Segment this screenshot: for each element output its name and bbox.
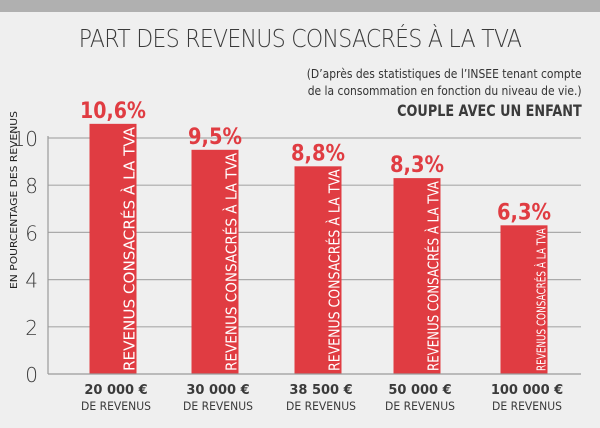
bar bbox=[393, 178, 441, 374]
bar-value-label: 9,5% bbox=[188, 125, 242, 150]
x-tick-label: 20 000 € bbox=[84, 383, 147, 398]
bar-value-label: 6,3% bbox=[497, 200, 551, 225]
y-tick-label: 10 bbox=[13, 127, 38, 151]
bar bbox=[500, 225, 548, 374]
bar-inner-label: REVENUS CONSACRÉS À LA TVA bbox=[120, 126, 139, 371]
x-tick-sublabel: DE REVENUS bbox=[385, 399, 455, 413]
bar-value-label: 8,8% bbox=[291, 141, 345, 166]
y-tick-label: 0 bbox=[25, 363, 38, 387]
chart-category-label: COUPLE AVEC UN ENFANT bbox=[397, 101, 582, 120]
y-tick-label: 6 bbox=[25, 221, 38, 245]
bar bbox=[294, 166, 342, 374]
bar-inner-label: REVENUS CONSACRÉS À LA TVA bbox=[222, 152, 241, 371]
y-tick-label: 2 bbox=[25, 316, 38, 340]
y-tick-label: 8 bbox=[25, 174, 38, 198]
top-band bbox=[0, 0, 600, 12]
y-axis-label: EN POURCENTAGE DES REVENUS bbox=[9, 111, 20, 289]
x-tick-sublabel: DE REVENUS bbox=[286, 399, 356, 413]
subtitle-line-2: de la consommation en fonction du niveau… bbox=[308, 83, 582, 98]
bar bbox=[89, 123, 137, 374]
x-tick-label: 50 000 € bbox=[388, 383, 451, 398]
chart-title: PART DES REVENUS CONSACRÉS À LA TVA bbox=[78, 24, 522, 53]
x-tick-label: 30 000 € bbox=[186, 383, 249, 398]
bar-inner-label: REVENUS CONSACRÉS À LA TVA bbox=[424, 181, 443, 371]
y-tick-label: 4 bbox=[25, 269, 38, 293]
bar-inner-label: REVENUS CONSACRÉS À LA TVA bbox=[325, 169, 344, 371]
x-tick-sublabel: DE REVENUS bbox=[81, 399, 151, 413]
x-tick-label: 38 500 € bbox=[289, 383, 352, 398]
bar bbox=[191, 149, 239, 374]
x-tick-label: 100 000 € bbox=[491, 383, 563, 398]
x-tick-sublabel: DE REVENUS bbox=[183, 399, 253, 413]
subtitle-line-1: (D’après des statistiques de l’INSEE ten… bbox=[307, 66, 582, 81]
bar-value-label: 8,3% bbox=[390, 153, 444, 178]
x-tick-sublabel: DE REVENUS bbox=[492, 399, 562, 413]
bar-inner-label: REVENUS CONSACRÉS À LA TVA bbox=[534, 228, 549, 371]
chart-subtitle: (D’après des statistiques de l’INSEE ten… bbox=[307, 65, 582, 99]
bar-value-label: 10,6% bbox=[80, 99, 146, 124]
